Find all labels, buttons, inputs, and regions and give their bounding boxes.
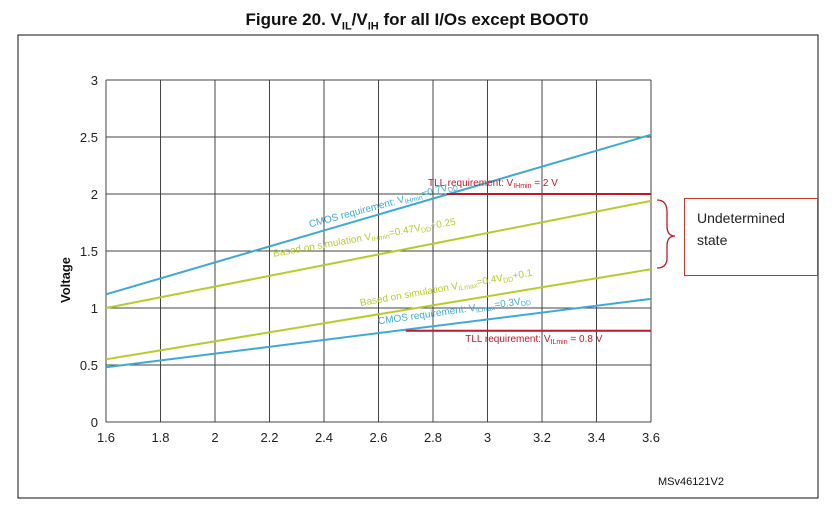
chart-title: Figure 20. VIL/VIH for all I/Os except B… — [245, 10, 589, 33]
y-tick-label: 2 — [91, 187, 98, 202]
x-tick-label: 3.4 — [587, 430, 605, 445]
x-tick-label: 2.4 — [315, 430, 333, 445]
y-tick-label: 2.5 — [80, 130, 98, 145]
series-line — [105, 199, 652, 309]
x-tick-label: 1.6 — [97, 430, 115, 445]
undetermined-state-callout: Undetermined state — [684, 198, 818, 276]
y-tick-label: 0.5 — [80, 358, 98, 373]
series-group — [105, 133, 652, 369]
x-tick-label: 1.8 — [151, 430, 169, 445]
annotation-ttl_high: TLL requirement: VIHmin = 2 V — [428, 178, 558, 190]
x-tick-label: 3 — [484, 430, 491, 445]
series-line — [105, 268, 652, 361]
y-tick-label: 0 — [91, 415, 98, 430]
x-tick-label: 2.6 — [369, 430, 387, 445]
figure-code: MSv46121V2 — [658, 476, 724, 488]
callout-brace — [656, 199, 676, 269]
annotation-ttl_low: TLL requirement: VILmin = 0.8 V — [465, 334, 602, 346]
x-tick-label: 2.8 — [424, 430, 442, 445]
x-tick-label: 2 — [211, 430, 218, 445]
callout-line-2: state — [697, 232, 728, 248]
y-axis-label: Voltage — [58, 257, 73, 303]
grid — [105, 79, 652, 423]
y-tick-label: 1.5 — [80, 244, 98, 259]
x-tick-label: 3.6 — [642, 430, 660, 445]
x-tick-label: 2.2 — [260, 430, 278, 445]
callout-line-1: Undetermined — [697, 210, 785, 226]
series-line — [105, 297, 652, 369]
y-tick-label: 3 — [91, 73, 98, 88]
annotation-sim_high: Based on simulation VIHmin=0.47VDD+0.25 — [272, 217, 457, 261]
tick-labels: 1.6 1.8 2 2.2 2.4 2.6 2.8 3 3.2 3.4 3.6 0 0.5 1 1.5 2 2.… — [80, 73, 660, 445]
series-line — [105, 133, 652, 296]
y-tick-label: 1 — [91, 301, 98, 316]
figure-frame — [17, 34, 819, 499]
x-tick-label: 3.2 — [533, 430, 551, 445]
